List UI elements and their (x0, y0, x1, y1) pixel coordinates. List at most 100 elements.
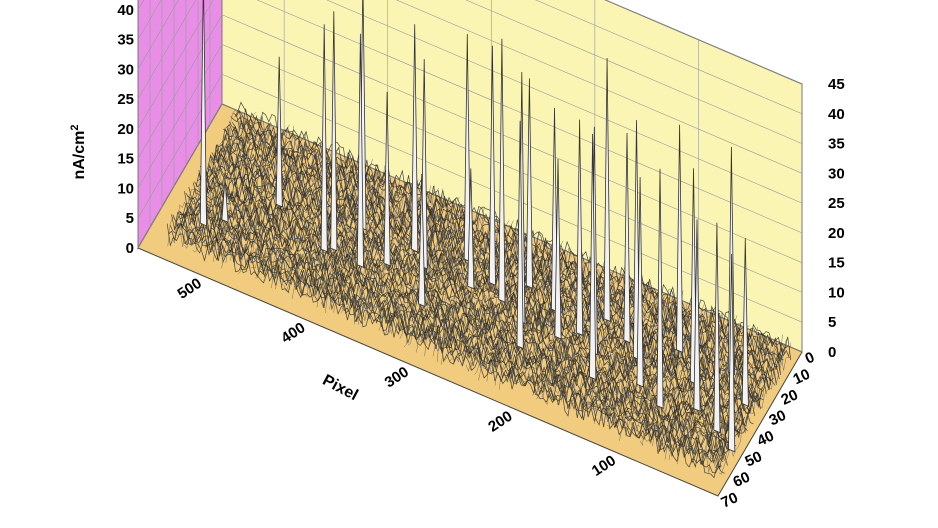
chart-gridlines (137, 0, 803, 353)
surface-col (503, 257, 576, 370)
spike (525, 78, 533, 289)
surface-row (182, 202, 737, 450)
spike (623, 132, 631, 344)
spike (488, 45, 496, 286)
surface-col (528, 268, 601, 386)
x-tick: 100 (589, 452, 619, 480)
surface-col (507, 254, 580, 383)
surface-col (345, 179, 419, 310)
z-tick-left: 30 (117, 61, 134, 78)
surface-col (702, 341, 775, 465)
spike (603, 57, 611, 323)
spike (676, 124, 684, 354)
y-tick: 60 (731, 469, 753, 491)
spike (467, 168, 475, 290)
spike (221, 179, 229, 223)
surface-row (228, 121, 783, 370)
surface-col (221, 125, 294, 269)
gridline-z (137, 0, 803, 174)
y-tick: 0 (803, 349, 818, 368)
surface-col (615, 301, 688, 429)
gridline-z (137, 0, 803, 115)
surface-col (229, 133, 303, 261)
z-tick-right: 5 (828, 314, 836, 331)
surface-col (474, 250, 547, 375)
surface-col (594, 294, 667, 424)
spike (418, 173, 426, 308)
surface-col (291, 164, 365, 299)
surface-col (370, 188, 444, 315)
spike (589, 133, 597, 381)
z-tick-right: 20 (828, 225, 845, 242)
surface-col (639, 308, 713, 447)
surface-col (395, 213, 468, 335)
surface-col (266, 148, 340, 278)
z-tick-right: 45 (828, 76, 845, 93)
surface-col (209, 125, 282, 253)
surface-col (714, 338, 787, 470)
surface-col (308, 171, 381, 297)
surface-col (242, 141, 315, 271)
spike (656, 168, 664, 409)
spike (199, 0, 207, 227)
spike (741, 238, 749, 407)
spike (498, 38, 506, 303)
surface-row (166, 223, 721, 479)
spike (463, 33, 471, 263)
x-axis-label: Pixel (320, 372, 361, 405)
surface-col (652, 312, 725, 447)
surface-col (428, 224, 502, 347)
surface-col (238, 142, 311, 275)
surface-col (200, 122, 274, 251)
surface-col (233, 131, 307, 266)
spike (320, 24, 328, 253)
spike (516, 120, 524, 350)
z-tick-left: 35 (117, 32, 134, 49)
surface-col (204, 129, 278, 260)
x-tick: 400 (278, 319, 308, 347)
surface-col (246, 147, 319, 264)
surface-col (465, 235, 539, 373)
surface-col (420, 209, 493, 341)
surface-col (196, 128, 270, 241)
y-tick: 10 (791, 366, 813, 388)
surface-col (333, 183, 406, 313)
x-tick: 500 (175, 275, 205, 303)
surface-col (627, 306, 700, 431)
spike-peaks (199, 0, 749, 453)
y-tick: 30 (767, 407, 789, 429)
surface-col (378, 206, 452, 331)
surface-col (254, 149, 328, 279)
surface-col (175, 116, 249, 237)
z-tick-right: 25 (828, 195, 845, 212)
gridline-z (137, 0, 803, 204)
surface-col (258, 148, 332, 271)
surface-col (180, 118, 253, 248)
surface-col (644, 313, 717, 442)
surface-col (445, 228, 518, 360)
y-tick: 20 (779, 386, 801, 408)
z-tick-right: 30 (828, 165, 845, 182)
surface-col (184, 111, 257, 249)
surface-col (320, 182, 394, 308)
surface-col (511, 253, 584, 384)
spike (576, 119, 584, 336)
surface-col (552, 265, 626, 396)
z-tick-right: 0 (828, 344, 836, 361)
surface-col (478, 244, 551, 381)
gridline-z (137, 0, 803, 144)
spike (411, 24, 419, 253)
surface-col (416, 212, 489, 353)
z-tick-left: 20 (117, 121, 134, 138)
spike (275, 56, 283, 208)
surface-col (453, 234, 526, 365)
surface-row (175, 212, 730, 460)
gridline-z (604, 0, 803, 85)
surface-col (312, 165, 386, 290)
z-tick-right: 35 (828, 136, 845, 153)
surface-col (399, 206, 472, 339)
z-tick-right: 40 (828, 106, 845, 123)
surface-col (586, 293, 659, 416)
z-axis-label: nA/cm2 (69, 124, 88, 179)
